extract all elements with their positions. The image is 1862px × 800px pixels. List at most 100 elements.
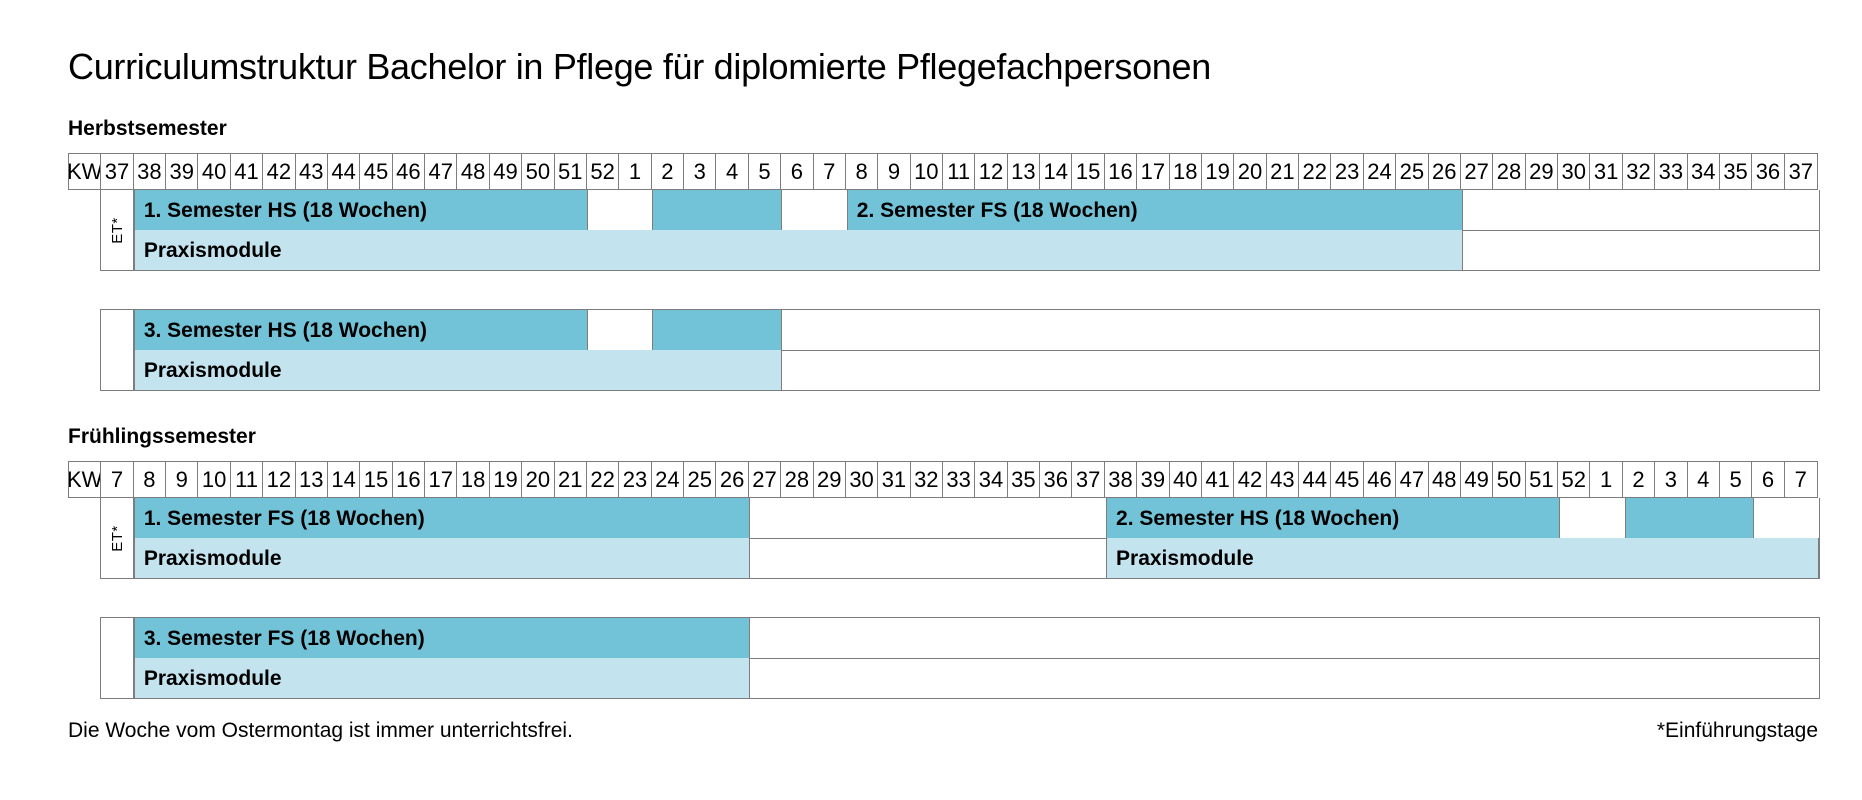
et-cell: ET*: [101, 190, 134, 271]
row-divider: [133, 538, 1819, 540]
kw-week-cell: 30: [846, 462, 879, 498]
kw-week-cell: 2: [1623, 462, 1656, 498]
kw-week-cell: 15: [1072, 154, 1105, 190]
semester-block: 2. Semester HS (18 Wochen): [1106, 498, 1560, 540]
kw-week-cell: 36: [1040, 462, 1073, 498]
kw-week-cell: 52: [1558, 462, 1591, 498]
kw-week-cell: 19: [490, 462, 523, 498]
kw-label-cell: KW: [69, 462, 102, 498]
kw-week-cell: 29: [814, 462, 846, 498]
kw-week-cell: 42: [1234, 462, 1267, 498]
kw-week-cell: 24: [652, 462, 685, 498]
kw-week-cell: 12: [263, 462, 296, 498]
kw-week-cell: 30: [1558, 154, 1591, 190]
kw-week-cell: 6: [781, 154, 814, 190]
herbstsemester-group-1: ET* 1. Semester HS (18 Wochen) 2. Semester…: [100, 190, 1820, 272]
kw-week-cell: 6: [1752, 462, 1785, 498]
kw-week-cell: 40: [198, 154, 231, 190]
fruehlingssemester-group-1: ET* 1. Semester FS (18 Wochen) 2. Semester…: [100, 498, 1820, 580]
row-divider: [133, 658, 1819, 660]
footnotes: Die Woche vom Ostermontag ist immer unte…: [68, 719, 1818, 743]
kw-week-cell: 45: [1331, 462, 1364, 498]
kw-week-cell: 21: [1267, 154, 1300, 190]
kw-week-cell: 17: [425, 462, 458, 498]
kw-week-cell: 4: [1688, 462, 1720, 498]
kw-week-cell: 7: [814, 154, 846, 190]
semester-block: [1624, 498, 1755, 540]
kw-week-cell: 5: [1720, 462, 1753, 498]
kw-week-cell: 7: [101, 462, 134, 498]
page: Curriculumstruktur Bachelor in Pflege fü…: [68, 46, 1820, 743]
kw-week-cell: 44: [1299, 462, 1332, 498]
kw-week-cell: 16: [1105, 154, 1138, 190]
kw-week-cell: 40: [1170, 462, 1202, 498]
kw-week-cell: 28: [1493, 154, 1526, 190]
kw-week-cell: 18: [1170, 154, 1202, 190]
row-divider: [133, 350, 1819, 352]
kw-week-cell: 47: [1396, 462, 1429, 498]
kw-week-cell: 22: [1299, 154, 1332, 190]
praxis-block: Praxismodule: [133, 350, 782, 391]
kw-week-cell: 7: [1794, 466, 1807, 492]
kw-week-cell: 10: [911, 154, 943, 190]
kw-week-cell: 9: [166, 462, 199, 498]
kw-week-cell: 8: [134, 462, 167, 498]
kw-week-cell: 25: [684, 462, 717, 498]
empty-left-cell: [101, 310, 134, 391]
kw-week-cell: 46: [1364, 462, 1397, 498]
kw-week-cell: 22: [587, 462, 620, 498]
page-title: Curriculumstruktur Bachelor in Pflege fü…: [68, 46, 1211, 87]
kw-week-cell: 2: [652, 154, 685, 190]
fruehlingssemester-group-2: 3. Semester FS (18 Wochen) Praxismodule: [100, 617, 1820, 700]
kw-week-cell: 12: [975, 154, 1008, 190]
kw-week-cell: 36: [1752, 154, 1785, 190]
praxis-block: Praxismodule: [1106, 538, 1819, 579]
kw-week-cell: 3: [1655, 462, 1688, 498]
praxis-block: Praxismodule: [133, 658, 750, 699]
semester-block: [652, 190, 782, 232]
kw-week-cell: 11: [943, 154, 976, 190]
kw-week-cell: 48: [1429, 462, 1461, 498]
kw-week-cell: 13: [296, 462, 328, 498]
kw-week-cell: 31: [878, 462, 911, 498]
semester-block: 3. Semester HS (18 Wochen): [133, 310, 588, 352]
kw-week-cell: 52: [587, 154, 620, 190]
kw-week-cell: 48: [457, 154, 490, 190]
kw-week-cell: 27: [1461, 154, 1494, 190]
kw-week-cell: 31: [1590, 154, 1623, 190]
kw-week-cell: 39: [166, 154, 199, 190]
kw-week-cell: 39: [1137, 462, 1170, 498]
kw-week-cell: 28: [781, 462, 814, 498]
kw-week-cell: 26: [716, 462, 749, 498]
kw-week-cell: 14: [1040, 154, 1073, 190]
kw-week-cell: 19: [1202, 154, 1235, 190]
kw-week-cell: 50: [1493, 462, 1526, 498]
kw-week-cell: 24: [1364, 154, 1397, 190]
praxis-block: Praxismodule: [133, 538, 750, 579]
kw-week-cell: 38: [1105, 462, 1138, 498]
kw-week-cell: 41: [231, 154, 264, 190]
kw-week-cell: 43: [296, 154, 328, 190]
kw-week-cell: 33: [1655, 154, 1688, 190]
semester-block: 2. Semester FS (18 Wochen): [846, 190, 1463, 232]
footnote-easter-week: Die Woche vom Ostermontag ist immer unte…: [68, 719, 573, 743]
kw-row-fruehlingssemester: KW 7 8 9 10 11 12 13 14 15 16 17 18 19 20 21 22 23 24 25 26 2…: [68, 461, 1818, 499]
kw-week-cell: 38: [134, 154, 167, 190]
kw-week-cell: 10: [198, 462, 231, 498]
semester-block: 1. Semester FS (18 Wochen): [133, 498, 750, 540]
kw-week-cell: 32: [911, 462, 943, 498]
kw-week-cell: 4: [716, 154, 749, 190]
kw-week-cell: 1: [1590, 462, 1623, 498]
section-heading-fruehlingssemester: Frühlingssemester: [68, 425, 256, 449]
kw-week-cell: 34: [975, 462, 1008, 498]
kw-week-cell: 26: [1429, 154, 1461, 190]
footnote-introduction-days: *Einführungstage: [1656, 719, 1818, 743]
praxis-block: Praxismodule: [133, 230, 1463, 271]
kw-week-cell: 34: [1688, 154, 1720, 190]
kw-week-cell: 44: [328, 154, 361, 190]
kw-week-cell: 23: [619, 462, 652, 498]
kw-week-cell: 51: [555, 154, 587, 190]
kw-week-cell: 49: [490, 154, 523, 190]
herbstsemester-group-2: 3. Semester HS (18 Wochen) Praxismodule: [100, 309, 1820, 392]
kw-week-cell: 37: [1788, 158, 1814, 184]
